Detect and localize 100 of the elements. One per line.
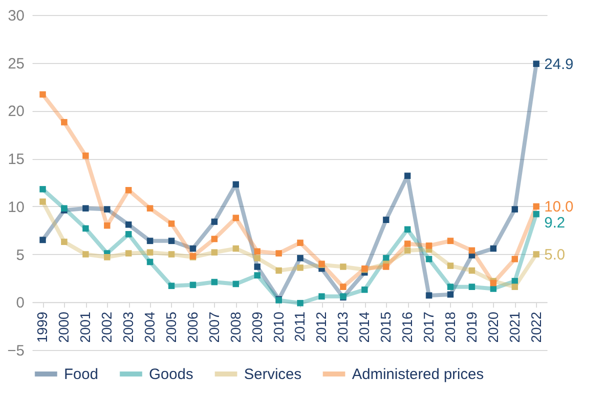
point [297, 254, 304, 262]
y-tick-label: 20 [8, 103, 24, 120]
x-tick-label: 2000 [56, 311, 72, 343]
y-tick-label: 0 [16, 294, 24, 312]
x-tick-label: 2003 [120, 311, 136, 343]
data-label: 24.9 [544, 56, 574, 73]
point [168, 251, 175, 258]
point [40, 186, 46, 192]
point [512, 284, 518, 290]
point [297, 300, 304, 306]
point [361, 286, 368, 293]
point [382, 264, 390, 270]
point [426, 292, 432, 299]
point [82, 205, 89, 212]
point [232, 181, 240, 188]
point [232, 214, 240, 222]
point [190, 282, 196, 288]
point [168, 238, 175, 244]
point [82, 251, 89, 258]
point [168, 220, 175, 227]
point [533, 203, 540, 210]
x-tick-label: 2018 [442, 311, 458, 343]
point [40, 198, 46, 205]
point [512, 256, 518, 262]
data-label: 10.0 [544, 198, 574, 216]
point [297, 240, 304, 246]
x-tick-label: 2013 [334, 311, 351, 343]
y-tick-label: −5 [7, 342, 24, 360]
point [61, 238, 68, 246]
point [125, 221, 132, 228]
x-tick-label: 2016 [399, 311, 416, 343]
x-tick-label: 2010 [270, 311, 286, 343]
x-tick-label: 2007 [206, 311, 222, 343]
point [382, 216, 390, 223]
point [297, 264, 304, 271]
x-tick-label: 2012 [313, 311, 330, 343]
point [232, 245, 240, 252]
point [190, 245, 196, 252]
point [82, 225, 89, 232]
x-tick-label: 2009 [248, 311, 265, 343]
point [468, 247, 476, 254]
point [468, 284, 476, 290]
point [40, 91, 46, 98]
x-tick-label: 2019 [463, 311, 480, 343]
point [104, 206, 110, 212]
point [125, 186, 132, 194]
x-tick-label: 2015 [378, 311, 394, 343]
legend-label: Administered prices [352, 366, 484, 383]
x-tick-label: 2022 [528, 311, 544, 343]
point [104, 254, 110, 260]
point [468, 267, 476, 274]
x-tick-label: 2020 [484, 311, 501, 343]
point [146, 258, 154, 266]
point [40, 236, 46, 244]
point [125, 250, 132, 256]
point [168, 282, 175, 290]
x-tick-label: 2005 [162, 311, 179, 343]
point [104, 222, 110, 229]
point [254, 272, 260, 279]
point [82, 152, 89, 159]
x-tick-label: 2006 [184, 311, 200, 343]
x-tick-label: 1999 [34, 311, 50, 343]
point [254, 248, 260, 255]
point [404, 240, 411, 247]
point [340, 264, 346, 270]
y-tick-label: 25 [8, 55, 24, 72]
data-label: 9.2 [544, 214, 566, 232]
point [447, 291, 454, 298]
point [211, 236, 218, 242]
point [447, 262, 454, 269]
point [447, 284, 454, 290]
data-label: 5.0 [544, 246, 566, 264]
point [254, 264, 260, 270]
x-tick-label: 2017 [420, 311, 436, 343]
point [426, 242, 432, 249]
point [426, 256, 432, 262]
point [447, 238, 454, 244]
x-tick-label: 2021 [506, 311, 522, 343]
point [533, 210, 540, 218]
point [146, 238, 154, 244]
point [404, 172, 411, 179]
x-tick-label: 2011 [292, 311, 308, 342]
point [211, 249, 218, 256]
point [254, 254, 260, 262]
point [490, 286, 497, 292]
point [340, 284, 346, 290]
point [533, 60, 540, 67]
x-tick-label: 2001 [77, 311, 94, 343]
point [146, 249, 154, 256]
y-tick-label: 10 [8, 198, 24, 216]
point [276, 250, 282, 256]
point [61, 119, 68, 126]
x-tick-label: 2002 [98, 311, 115, 343]
y-tick-label: 5 [16, 246, 24, 264]
point [211, 278, 218, 286]
y-tick-label: 30 [8, 8, 24, 24]
legend-label: Services [244, 366, 302, 383]
point [533, 251, 540, 258]
legend-label: Goods [149, 366, 194, 383]
y-tick-label: 15 [8, 151, 24, 168]
